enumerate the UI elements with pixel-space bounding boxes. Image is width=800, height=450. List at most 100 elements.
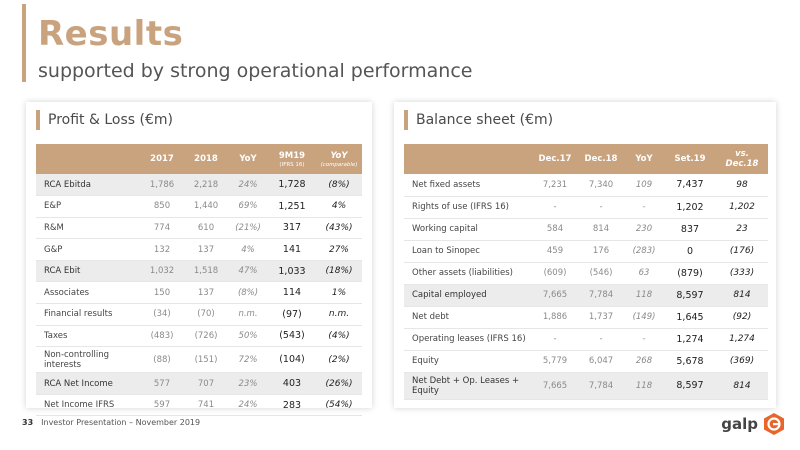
table-cell: 814 xyxy=(716,372,768,400)
table-cell: n.m. xyxy=(316,303,362,326)
galp-logo-icon xyxy=(764,413,784,435)
table-cell: 1,202 xyxy=(716,196,768,219)
table-cell: 1,645 xyxy=(664,306,716,329)
table-header-row: Dec.17 Dec.18 YoY Set.19 vs. Dec.18 xyxy=(404,144,768,174)
table-cell: 7,784 xyxy=(578,284,624,307)
column-header: YoY xyxy=(635,154,653,164)
table-cell: (726) xyxy=(184,325,228,348)
table-cell: Loan to Sinopec xyxy=(404,240,532,263)
table-cell: (283) xyxy=(624,240,664,263)
table-cell: RCA Net Income xyxy=(36,372,140,395)
table-cell: 459 xyxy=(532,240,578,263)
table-row: Equity 5,779 6,047 268 5,678 (369) xyxy=(404,350,768,373)
table-cell: Net Debt + Op. Leases + Equity xyxy=(404,372,532,400)
table-header-row: 2017 2018 YoY 9M19 (IFRS 16) YoY (comparab… xyxy=(36,144,362,174)
title-accent-bar xyxy=(22,4,26,82)
table-cell: (879) xyxy=(664,262,716,285)
table-row: RCA Ebitda 1,786 2,218 24% 1,728 (8%) xyxy=(36,174,362,197)
table-cell: 317 xyxy=(268,217,316,240)
table-row: Working capital 584 814 230 837 23 xyxy=(404,218,768,241)
table-row: Net Debt + Op. Leases + Equity 7,665 7,784… xyxy=(404,372,768,400)
table-cell: Net fixed assets xyxy=(404,174,532,197)
table-cell: Net Income IFRS xyxy=(36,394,140,417)
table-cell: 1,202 xyxy=(664,196,716,219)
table-cell: (4%) xyxy=(316,325,362,348)
table-cell: (176) xyxy=(716,240,768,263)
column-header: YoY xyxy=(239,154,257,164)
table-cell: 1,274 xyxy=(664,328,716,351)
table-cell: 1,274 xyxy=(716,328,768,351)
column-header: vs. Dec.18 xyxy=(725,149,759,169)
table-cell: Rights of use (IFRS 16) xyxy=(404,196,532,219)
table-cell: 69% xyxy=(228,195,268,218)
table-cell: 774 xyxy=(140,217,184,240)
balance-sheet-title: Balance sheet (€m) xyxy=(416,112,554,128)
column-header xyxy=(404,144,532,174)
table-cell: R&M xyxy=(36,217,140,240)
table-cell: - xyxy=(532,196,578,219)
table-cell: 118 xyxy=(624,372,664,400)
column-header-sub: (IFRS 16) xyxy=(279,161,305,168)
table-cell: Capital employed xyxy=(404,284,532,307)
table-cell: 5,779 xyxy=(532,350,578,373)
column-header xyxy=(36,144,140,174)
table-cell: 597 xyxy=(140,394,184,417)
table-cell: E&P xyxy=(36,195,140,218)
table-cell: 137 xyxy=(184,238,228,261)
balance-sheet-table: Dec.17 Dec.18 YoY Set.19 vs. Dec.18 Net … xyxy=(404,144,768,400)
table-row: RCA Ebit 1,032 1,518 47% 1,033 (18%) xyxy=(36,260,362,283)
table-cell: 24% xyxy=(228,394,268,417)
table-cell: 7,665 xyxy=(532,372,578,400)
table-cell: - xyxy=(578,196,624,219)
table-cell: Net debt xyxy=(404,306,532,329)
table-cell: 1% xyxy=(316,281,362,305)
table-cell: 5,678 xyxy=(664,350,716,373)
table-row: R&M 774 610 (21%) 317 (43%) xyxy=(36,217,362,240)
table-cell: n.m. xyxy=(228,303,268,326)
logo-wordmark: galp xyxy=(721,415,758,433)
table-cell: (543) xyxy=(268,325,316,348)
table-cell: 8,597 xyxy=(664,372,716,400)
table-cell: Working capital xyxy=(404,218,532,241)
table-cell: 1,251 xyxy=(268,195,316,218)
table-cell: 837 xyxy=(664,218,716,241)
table-cell: (149) xyxy=(624,306,664,329)
page-title: Results xyxy=(38,14,184,54)
table-cell: (26%) xyxy=(316,372,362,395)
table-cell: 8,597 xyxy=(664,284,716,307)
table-cell: (104) xyxy=(268,346,316,374)
column-header-main: 9M19 xyxy=(278,150,306,161)
table-cell: - xyxy=(624,196,664,219)
table-cell: (92) xyxy=(716,306,768,329)
table-cell: 610 xyxy=(184,217,228,240)
table-row: Net fixed assets 7,231 7,340 109 7,437 98 xyxy=(404,174,768,197)
table-cell: 1,737 xyxy=(578,306,624,329)
table-cell: 2,218 xyxy=(184,174,228,197)
table-cell: (18%) xyxy=(316,260,362,283)
table-cell: Non-controlling interests xyxy=(36,346,140,374)
panel-accent-mark xyxy=(36,110,40,130)
table-cell: 109 xyxy=(624,174,664,197)
table-cell: 741 xyxy=(184,394,228,417)
table-cell: 141 xyxy=(268,238,316,261)
column-header: 2017 xyxy=(150,154,174,164)
table-cell: 814 xyxy=(716,284,768,307)
page-subtitle: supported by strong operational performa… xyxy=(38,60,473,82)
table-cell: (70) xyxy=(184,303,228,326)
table-cell: G&P xyxy=(36,238,140,261)
balance-sheet-header: Balance sheet (€m) xyxy=(404,110,553,130)
table-cell: 50% xyxy=(228,325,268,348)
profit-loss-table: 2017 2018 YoY 9M19 (IFRS 16) YoY (comparab… xyxy=(36,144,362,417)
table-cell: 1,518 xyxy=(184,260,228,283)
table-cell: 27% xyxy=(316,238,362,261)
page-number: 33 xyxy=(22,418,34,427)
table-row: Non-controlling interests (88) (151) 72% (10… xyxy=(36,346,362,374)
table-cell: (151) xyxy=(184,346,228,374)
column-header: Set.19 xyxy=(674,154,706,164)
table-cell: 7,231 xyxy=(532,174,578,197)
column-header: YoY (comparable) xyxy=(316,144,362,174)
galp-logo: galp xyxy=(721,412,786,436)
table-cell: (54%) xyxy=(316,394,362,417)
table-cell: 814 xyxy=(578,218,624,241)
column-header: Dec.18 xyxy=(584,154,618,164)
